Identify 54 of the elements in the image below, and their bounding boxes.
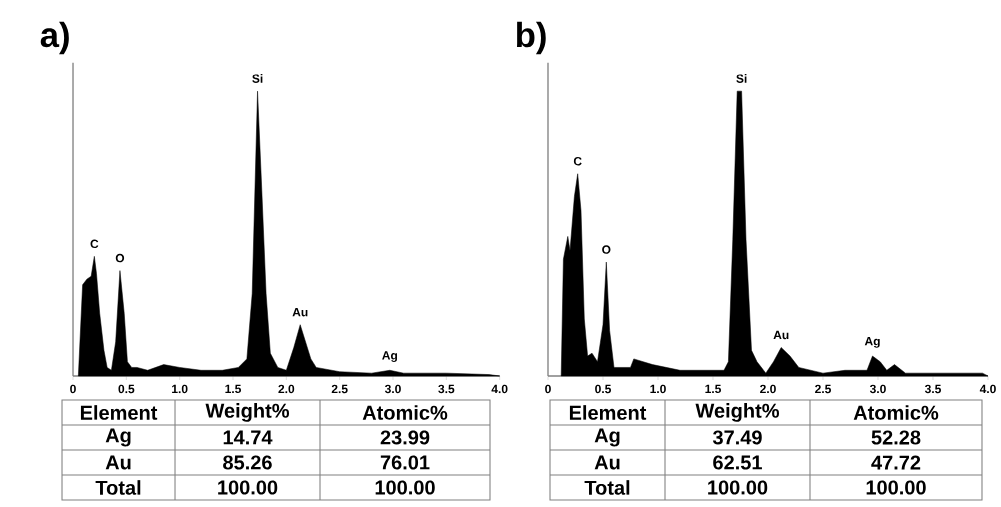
annotation: O xyxy=(115,253,125,263)
annotation: Si xyxy=(736,74,747,83)
x-tick-label: 4.0 xyxy=(979,384,996,394)
x-tick-label: 2.5 xyxy=(815,384,831,394)
x-tick-label: 0 xyxy=(70,384,76,394)
x-tick-label: 2.0 xyxy=(760,384,776,394)
x-tick-label: 3.5 xyxy=(438,384,455,394)
x-tick-label: 1.5 xyxy=(705,384,721,394)
x-tick-label: 0.5 xyxy=(595,384,611,394)
chart-title: a) xyxy=(40,21,69,55)
text: Au xyxy=(594,455,620,470)
text: Ag xyxy=(105,428,131,447)
text: 85.26 xyxy=(223,455,272,470)
text: Atomic% xyxy=(853,405,939,420)
text: Element xyxy=(569,405,647,420)
chart-title: b) xyxy=(516,21,546,55)
text: 47.72 xyxy=(871,455,921,470)
x-tick-label: 0.5 xyxy=(118,384,135,394)
text: Weight% xyxy=(695,403,780,422)
x-tick-label: 1.0 xyxy=(172,384,188,394)
annotation: Si xyxy=(252,74,263,83)
x-tick-label: 2.5 xyxy=(331,384,348,394)
text: 100.00 xyxy=(218,480,278,495)
x-tick-label: 3.0 xyxy=(869,384,886,394)
text: 100.00 xyxy=(708,480,768,495)
annotation: Au xyxy=(773,330,789,340)
x-tick-label: 3.5 xyxy=(924,384,941,394)
text: Au xyxy=(105,455,131,470)
text: Element xyxy=(80,405,158,420)
x-tick-label: 1.0 xyxy=(650,384,666,394)
text: Total xyxy=(584,480,630,495)
annotation: Ag xyxy=(864,336,880,348)
x-tick-label: 0 xyxy=(545,384,551,394)
annotation: C xyxy=(90,239,99,249)
text: Atomic% xyxy=(362,405,448,420)
text: 23.99 xyxy=(380,430,430,445)
annotation: Au xyxy=(292,308,308,317)
annotation: Ag xyxy=(382,351,397,363)
text: 100.00 xyxy=(866,480,926,495)
text: Total xyxy=(95,480,141,495)
annotation: O xyxy=(602,245,611,254)
text: 76.01 xyxy=(380,455,430,470)
text: Weight% xyxy=(205,403,290,422)
x-tick-label: 2.0 xyxy=(278,384,295,394)
text: 100.00 xyxy=(375,480,435,495)
x-tick-label: 4.0 xyxy=(491,384,508,394)
text: Ag xyxy=(594,428,620,447)
x-tick-label: 3.0 xyxy=(384,384,401,394)
text: 52.28 xyxy=(871,430,921,445)
x-tick-label: 1.5 xyxy=(225,384,242,394)
text: 37.49 xyxy=(712,430,762,445)
text: 14.74 xyxy=(223,430,273,445)
annotation: C xyxy=(573,156,582,166)
text: 62.51 xyxy=(713,455,762,470)
